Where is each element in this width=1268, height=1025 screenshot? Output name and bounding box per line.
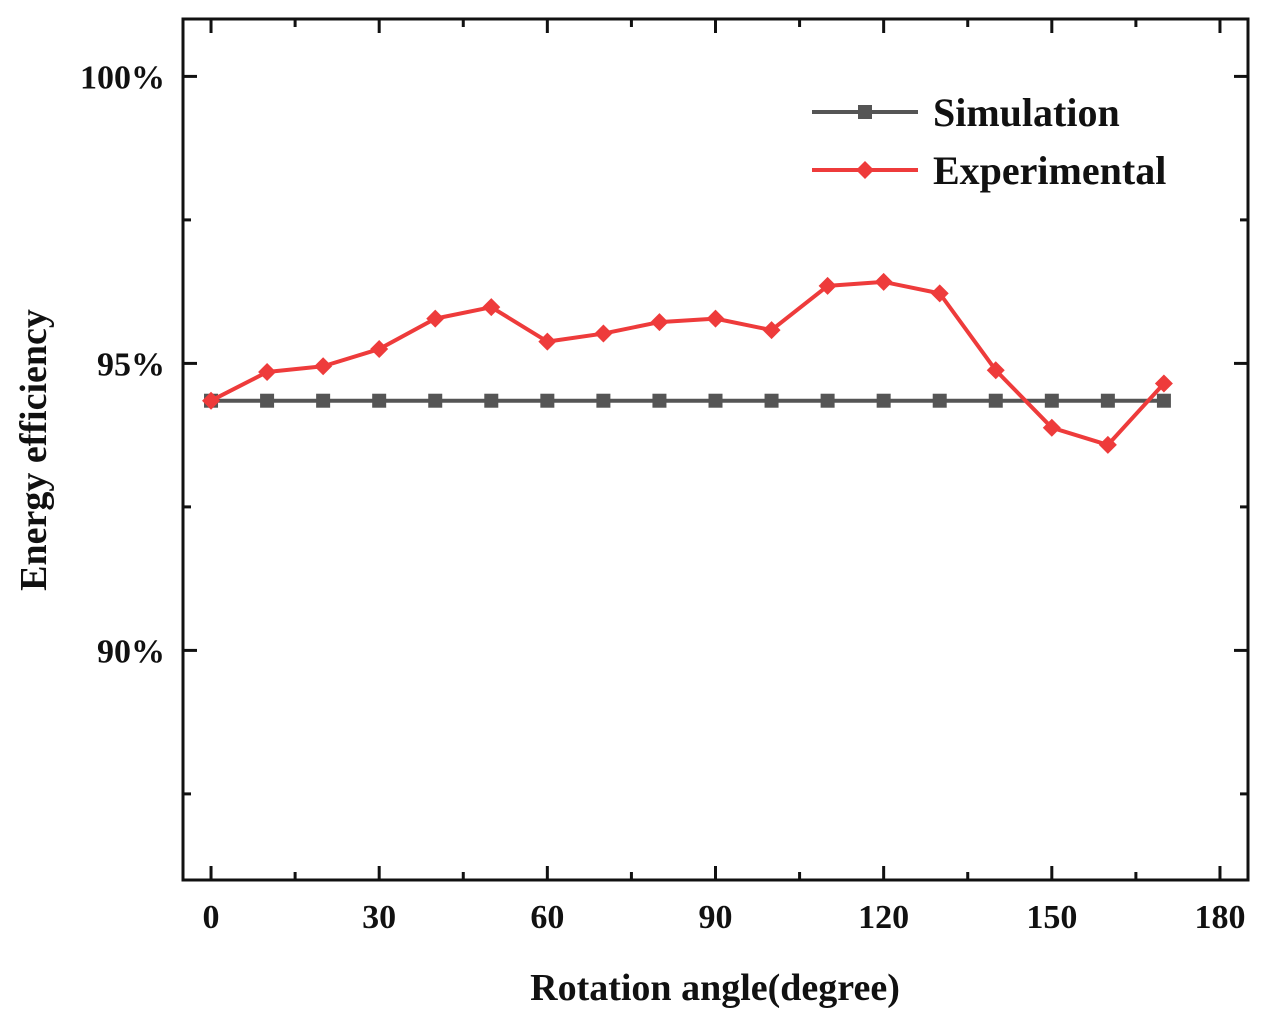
experimental-point <box>482 298 501 317</box>
experimental-point <box>818 276 837 295</box>
simulation-point <box>876 393 891 408</box>
experimental-point <box>202 391 221 410</box>
experimental-point <box>426 309 445 328</box>
x-tick-label: 120 <box>858 899 909 936</box>
simulation-point <box>428 393 443 408</box>
x-tick-label: 150 <box>1026 899 1077 936</box>
simulation-point <box>372 393 387 408</box>
simulation-point <box>764 393 779 408</box>
x-tick-label: 30 <box>362 899 396 936</box>
experimental-point <box>986 361 1005 380</box>
legend-label-simulation: Simulation <box>933 90 1120 135</box>
experimental-point <box>538 332 557 351</box>
experimental-point <box>650 313 669 332</box>
legend-marker-experimental <box>856 161 874 179</box>
x-tick-label: 60 <box>530 899 564 936</box>
simulation-point <box>1100 393 1115 408</box>
simulation-point <box>316 393 331 408</box>
experimental-point <box>1098 435 1117 454</box>
y-axis-title: Energy efficiency <box>13 309 55 591</box>
simulation-point <box>988 393 1003 408</box>
simulation-point <box>1044 393 1059 408</box>
x-tick-label: 180 <box>1194 899 1245 936</box>
y-tick-label: 95% <box>97 346 165 383</box>
simulation-point <box>540 393 555 408</box>
experimental-point <box>370 340 389 359</box>
experimental-point <box>874 272 893 291</box>
experimental-point <box>594 324 613 343</box>
experimental-point <box>930 284 949 303</box>
simulation-point <box>484 393 499 408</box>
simulation-point <box>260 393 275 408</box>
legend-marker-simulation <box>858 105 872 119</box>
simulation-point <box>820 393 835 408</box>
simulation-point <box>708 393 723 408</box>
simulation-point <box>1156 393 1171 408</box>
legend-label-experimental: Experimental <box>933 148 1166 193</box>
experimental-point <box>1154 374 1173 393</box>
series-experimental <box>202 272 1173 454</box>
simulation-point <box>652 393 667 408</box>
simulation-point <box>596 393 611 408</box>
legend: Simulation Experimental <box>812 90 1166 193</box>
x-axis-title: Rotation angle(degree) <box>530 967 900 1009</box>
experimental-line <box>210 279 1166 447</box>
experimental-point <box>258 363 277 382</box>
x-tick-label: 0 <box>203 899 220 936</box>
experimental-point <box>314 357 333 376</box>
experimental-point <box>762 321 781 340</box>
simulation-point <box>932 393 947 408</box>
y-tick-label: 90% <box>97 633 165 670</box>
experimental-point <box>1042 418 1061 437</box>
experimental-point <box>706 309 725 328</box>
y-tick-label: 100% <box>80 59 165 96</box>
x-tick-label: 90 <box>699 899 733 936</box>
